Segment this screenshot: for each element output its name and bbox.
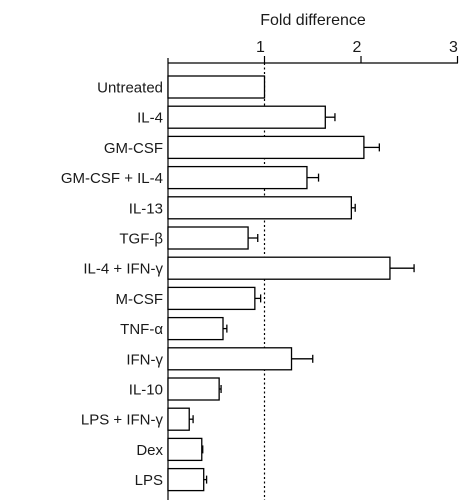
bar — [167, 407, 190, 431]
category-label-layer: Untreated IL-4 GM-CSF GM-CSF + IL-4 IL-13 TGF… — [61, 80, 164, 490]
bar-layer — [167, 75, 415, 492]
category-label: GM-CSF — [104, 140, 163, 157]
category-label: LPS + IFN-γ — [81, 412, 164, 429]
x-tick-label: 1 — [256, 39, 265, 56]
bar — [167, 135, 365, 160]
bar — [167, 286, 256, 311]
category-label: GM-CSF + IL-4 — [61, 170, 163, 187]
bar — [167, 316, 224, 341]
category-label: IL-10 — [129, 382, 163, 399]
category-label: TNF-α — [120, 321, 163, 338]
bar — [167, 437, 203, 462]
x-axis-title: Fold difference — [260, 12, 366, 29]
category-label: IL-4 — [137, 110, 163, 127]
category-label: IFN-γ — [126, 351, 163, 368]
bar — [167, 165, 308, 190]
category-label: Dex — [136, 442, 163, 459]
category-label: M-CSF — [116, 291, 164, 308]
bar — [167, 196, 353, 220]
category-label: LPS — [135, 472, 163, 489]
x-tick-label: 2 — [353, 39, 362, 56]
bar — [167, 377, 220, 401]
bar — [167, 226, 249, 250]
bar — [167, 256, 391, 280]
x-tick-label: 3 — [449, 39, 458, 56]
bar — [167, 75, 266, 99]
bar — [167, 467, 205, 492]
bar — [167, 347, 293, 371]
category-label: IL-13 — [129, 200, 163, 217]
bar — [167, 105, 326, 129]
category-label: IL-4 + IFN-γ — [83, 261, 163, 278]
category-label: Untreated — [97, 80, 163, 97]
category-label: TGF-β — [119, 231, 163, 248]
